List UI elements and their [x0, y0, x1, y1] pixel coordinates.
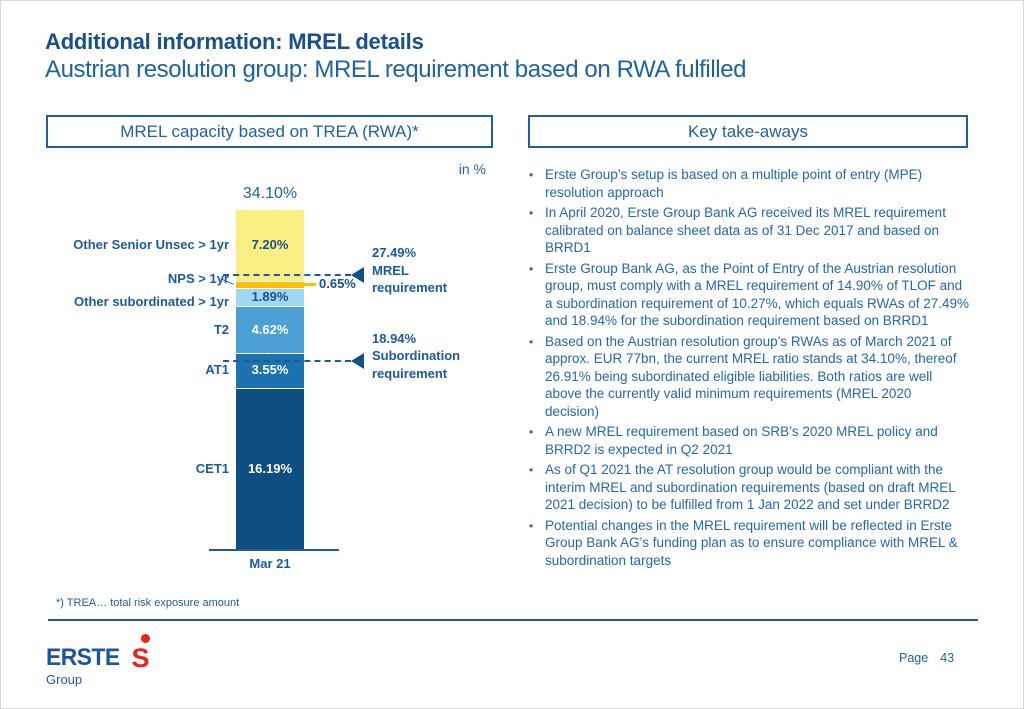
bar-segment-nps: [236, 281, 304, 288]
chart-unit-label: in %: [458, 161, 486, 177]
footer-divider: [48, 619, 978, 621]
segment-label-t2: T2: [213, 321, 229, 337]
takeaways-panel-header: Key take-aways: [528, 115, 968, 148]
threshold-arrow-icon-0: [351, 267, 364, 284]
takeaway-text: As of Q1 2021 the AT resolution group wo…: [545, 462, 956, 512]
takeaway-text: A new MREL requirement based on SRB’s 20…: [545, 424, 938, 457]
takeaway-item-2: • In April 2020, Erste Group Bank AG rece…: [529, 204, 969, 257]
threshold-line-0: [223, 274, 351, 277]
chart-panel-header: MREL capacity based on TREA (RWA)*: [46, 115, 493, 148]
takeaway-item-5: • A new MREL requirement based on SRB’s 2…: [529, 423, 969, 458]
segment-value-t2: 4.62%: [251, 321, 289, 337]
nps-label-connector: [220, 278, 234, 286]
takeaway-text: Based on the Austrian resolution group’s…: [545, 333, 957, 419]
logo-brand-text: ERSTE: [46, 644, 120, 671]
segment-value-nps: 0.65%: [319, 276, 356, 292]
bar-segment-t2: [236, 306, 304, 353]
threshold-line-1: [223, 359, 351, 362]
bullet-icon: •: [529, 261, 534, 276]
bar-segment-cet1: [236, 388, 304, 550]
bar-segment-at1: [236, 352, 304, 389]
takeaway-item-1: • Erste Group’s setup is based on a multi…: [529, 166, 969, 201]
x-axis-line: [209, 549, 339, 551]
bullet-icon: •: [529, 463, 534, 477]
takeaway-text: Erste Group’s setup is based on a multip…: [545, 167, 923, 200]
bullet-icon: •: [529, 518, 534, 533]
threshold-arrow-icon-1: [351, 352, 364, 369]
nps-value-connector: [304, 283, 316, 287]
segment-label-other_subordinated: Other subordinated > 1yr: [74, 293, 229, 309]
takeaway-text: Erste Group Bank AG, as the Point of Ent…: [545, 260, 969, 329]
erste-group-logo: ERSTE S Group: [46, 634, 158, 687]
segment-value-other_subordinated: 1.89%: [251, 288, 289, 304]
takeaway-item-4: • Based on the Austrian resolution group’…: [529, 333, 969, 421]
takeaway-text: Potential changes in the MREL requiremen…: [545, 517, 958, 568]
segment-value-other_senior_unsec: 7.20%: [251, 237, 289, 252]
takeaway-text: In April 2020, Erste Group Bank AG recei…: [545, 205, 946, 255]
segment-label-at1: AT1: [205, 362, 229, 378]
threshold-label-0: 27.49% MREL requirement: [372, 245, 448, 296]
segment-value-at1: 3.55%: [251, 362, 289, 378]
page-number: Page 43: [899, 651, 979, 665]
bullet-icon: •: [529, 334, 534, 349]
segment-label-other_senior_unsec: Other Senior Unsec > 1yr: [73, 237, 229, 252]
takeaway-item-6: • As of Q1 2021 the AT resolution group w…: [529, 461, 969, 514]
segment-value-cet1: 16.19%: [247, 461, 293, 477]
takeaways-list: • Erste Group’s setup is based on a multi…: [529, 166, 969, 572]
bullet-icon: •: [529, 168, 534, 182]
x-axis-category: Mar 21: [249, 556, 291, 571]
bullet-icon: •: [529, 425, 534, 439]
sparkasse-s-dot: [140, 634, 150, 643]
page-label: Page: [899, 651, 929, 665]
logo-sub-text: Group: [46, 672, 83, 687]
segment-label-nps: NPS > 1yr: [167, 271, 229, 287]
segment-label-cet1: CET1: [195, 461, 229, 477]
footnote: *) TREA… total risk exposure amount: [56, 597, 240, 609]
threshold-label-1: 18.94% Subordination requirement: [372, 330, 461, 381]
sparkasse-s-icon: S: [132, 634, 158, 672]
bar-segment-other_subordinated: [236, 287, 304, 307]
bullet-icon: •: [529, 206, 534, 220]
page-value: 43: [940, 651, 955, 665]
bar-segment-other_senior_unsec: [236, 209, 304, 281]
takeaway-item-7: • Potential changes in the MREL requireme…: [529, 517, 969, 570]
takeaway-item-3: • Erste Group Bank AG, as the Point of En…: [529, 260, 969, 330]
page-subtitle: Austrian resolution group: MREL requirem…: [45, 56, 747, 83]
page-title: Additional information: MREL details: [45, 29, 424, 54]
bar-total-label: 34.10%: [242, 185, 298, 202]
